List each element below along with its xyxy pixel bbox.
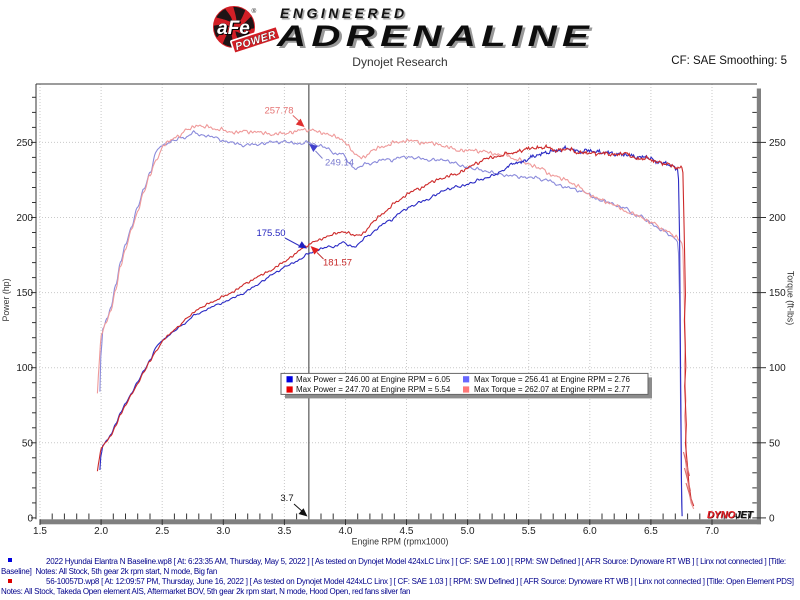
svg-text:50: 50: [769, 438, 781, 449]
svg-text:6.5: 6.5: [644, 526, 658, 537]
svg-text:5.5: 5.5: [522, 526, 536, 537]
svg-text:3.0: 3.0: [216, 526, 230, 537]
svg-text:4.5: 4.5: [400, 526, 414, 537]
svg-text:2.0: 2.0: [94, 526, 108, 537]
svg-text:Torque (ft-lbs): Torque (ft-lbs): [786, 271, 796, 325]
svg-text:200: 200: [769, 213, 786, 224]
svg-text:249.14: 249.14: [325, 158, 354, 169]
svg-text:4.0: 4.0: [339, 526, 353, 537]
svg-text:7.0: 7.0: [705, 526, 719, 537]
svg-text:Engine RPM (rpmx1000): Engine RPM (rpmx1000): [352, 537, 449, 547]
svg-text:1.5: 1.5: [33, 526, 47, 537]
svg-text:3.5: 3.5: [277, 526, 291, 537]
svg-text:50: 50: [22, 438, 34, 449]
svg-text:150: 150: [769, 288, 786, 299]
svg-text:aFe: aFe: [217, 18, 250, 39]
svg-text:100: 100: [16, 363, 33, 374]
svg-text:Power (hp): Power (hp): [1, 278, 11, 321]
svg-text:Max Torque = 256.41 at Engine: Max Torque = 256.41 at Engine RPM = 2.76: [474, 375, 631, 384]
svg-text:6.0: 6.0: [583, 526, 597, 537]
svg-text:Max Power = 247.70 at Engine R: Max Power = 247.70 at Engine RPM = 5.54: [296, 385, 451, 394]
svg-text:250: 250: [16, 138, 33, 149]
svg-text:0: 0: [27, 513, 33, 524]
svg-text:150: 150: [16, 288, 33, 299]
svg-text:175.50: 175.50: [256, 228, 285, 239]
svg-text:Max Torque = 262.07 at Engine: Max Torque = 262.07 at Engine RPM = 2.77: [474, 385, 631, 394]
svg-text:250: 250: [769, 138, 786, 149]
svg-text:2.5: 2.5: [155, 526, 169, 537]
svg-text:5.0: 5.0: [461, 526, 475, 537]
svg-text:3.7: 3.7: [280, 493, 293, 504]
svg-text:0: 0: [769, 513, 775, 524]
svg-text:200: 200: [16, 213, 33, 224]
svg-text:257.78: 257.78: [264, 106, 293, 117]
svg-text:®: ®: [252, 7, 257, 15]
svg-text:Max Power = 246.00 at Engine R: Max Power = 246.00 at Engine RPM = 6.05: [296, 375, 451, 384]
svg-text:aFe: aFe: [218, 19, 251, 40]
svg-text:181.57: 181.57: [323, 258, 352, 269]
svg-text:100: 100: [769, 363, 786, 374]
